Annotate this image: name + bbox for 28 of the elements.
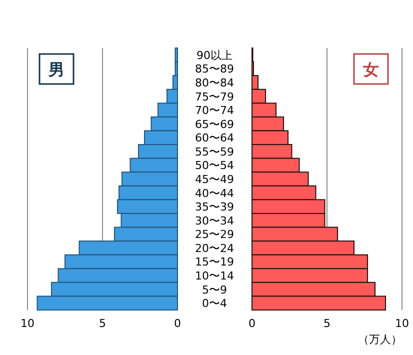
- x-tick-label: 5: [99, 317, 106, 330]
- y-tick-label: 70〜74: [195, 104, 234, 118]
- y-tick-label: 40〜44: [195, 186, 234, 200]
- x-tick-label: 0: [174, 317, 181, 330]
- y-tick-label: 5〜9: [202, 283, 227, 296]
- y-tick-label: 20〜24: [195, 242, 234, 255]
- y-tick-label: 30〜34: [195, 214, 234, 228]
- y-tick-label: 45〜49: [195, 173, 234, 186]
- text: 男: [48, 60, 64, 79]
- y-tick-label: 35〜39: [195, 200, 234, 214]
- x-tick-label: 5: [324, 317, 330, 330]
- y-tick-label: 85〜89: [195, 62, 234, 76]
- x-tick-label: 0: [248, 317, 256, 330]
- x-tick-label: 10: [20, 317, 34, 330]
- y-tick-label: 75〜79: [195, 90, 234, 104]
- x-tick-label: 10: [395, 317, 409, 330]
- text: 女: [362, 60, 379, 79]
- y-tick-label: 65〜69: [195, 118, 234, 131]
- y-tick-label: 90以上: [196, 48, 232, 62]
- y-tick-label: 15〜19: [195, 256, 234, 269]
- y-tick-label: 60〜64: [195, 132, 234, 145]
- y-tick-label: 10〜14: [195, 270, 234, 283]
- y-tick-label: 0〜4: [202, 297, 227, 310]
- y-tick-label: 25〜29: [195, 228, 234, 242]
- y-tick-label: 80〜84: [195, 76, 234, 90]
- y-tick-label: 50〜54: [195, 159, 234, 172]
- x-axis-title: （万人）: [358, 333, 402, 346]
- y-tick-label: 55〜59: [195, 145, 234, 158]
